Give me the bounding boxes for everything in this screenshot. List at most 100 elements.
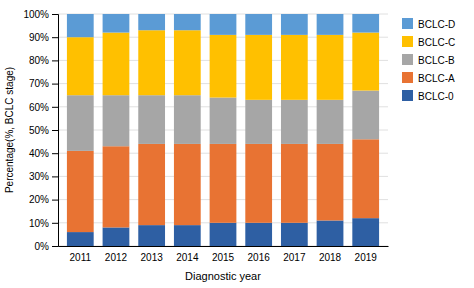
tick-mark	[52, 223, 58, 224]
series	[67, 139, 379, 232]
y-tick: 100%	[23, 9, 58, 20]
plot: 2011 2012 2013 2014 2015 2016 2017 2018 2019 0% 10…	[23, 9, 388, 263]
bar	[67, 151, 94, 232]
bar	[103, 95, 130, 146]
bar	[210, 144, 237, 223]
legend-item: BCLC-A	[402, 72, 455, 84]
bar	[281, 14, 308, 35]
bar	[352, 139, 379, 218]
x-tick: 2019	[355, 252, 378, 263]
y-tick-label: 40%	[29, 148, 49, 159]
tick-mark	[52, 176, 58, 177]
y-tick-label: 20%	[29, 194, 49, 205]
bar	[67, 232, 94, 246]
bar	[352, 218, 379, 246]
legend-label: BCLC-B	[418, 55, 455, 66]
bar	[352, 14, 379, 33]
bars	[67, 14, 379, 246]
tick-mark	[52, 37, 58, 38]
bar	[281, 35, 308, 100]
x-tick-label: 2017	[283, 252, 306, 263]
tick-mark	[52, 107, 58, 108]
x-axis-title: Diagnostic year	[185, 270, 261, 282]
x-axis: 2011 2012 2013 2014 2015 2016 2017 2018 2019	[59, 247, 389, 264]
y-tick: 80%	[29, 55, 58, 66]
legend: BCLC-D BCLC-C BCLC-B BCLC-A BCLC-0	[402, 18, 455, 102]
x-tick: 2018	[319, 252, 342, 263]
y-tick: 10%	[29, 218, 58, 229]
bar	[103, 14, 130, 33]
tick-mark	[52, 84, 58, 85]
bar	[317, 144, 344, 221]
bar	[210, 14, 237, 35]
series	[67, 14, 379, 37]
y-axis: 0% 10% 20% 30% 40% 50% 60% 70% 80% 90% 100%	[23, 9, 58, 252]
axis-line	[52, 15, 59, 247]
bar	[138, 30, 165, 95]
x-tick: 2014	[176, 252, 199, 263]
x-tick-label: 2015	[212, 252, 235, 263]
legend-swatch	[402, 54, 413, 65]
grid	[58, 14, 388, 246]
y-tick: 50%	[29, 125, 58, 136]
legend-label: BCLC-A	[418, 73, 455, 84]
bar	[174, 30, 201, 95]
x-tick-label: 2013	[141, 252, 164, 263]
tick-mark	[52, 60, 58, 61]
bar	[67, 95, 94, 151]
bar	[317, 14, 344, 35]
x-tick: 2015	[212, 252, 235, 263]
y-tick-label: 50%	[29, 125, 49, 136]
y-tick: 70%	[29, 78, 58, 89]
x-tick-label: 2011	[70, 252, 92, 263]
bar	[103, 33, 130, 96]
bar	[352, 91, 379, 140]
y-tick: 60%	[29, 102, 58, 113]
bar	[67, 37, 94, 95]
y-tick-label: 70%	[29, 78, 49, 89]
tick-mark	[52, 200, 58, 201]
bar	[317, 220, 344, 246]
x-tick-label: 2019	[355, 252, 378, 263]
bar	[174, 144, 201, 225]
bar	[138, 144, 165, 225]
y-tick: 90%	[29, 32, 58, 43]
axis-line	[59, 246, 389, 247]
x-tick-label: 2012	[105, 252, 128, 263]
bar	[245, 14, 272, 35]
y-tick: 20%	[29, 194, 58, 205]
y-tick-label: 100%	[23, 9, 49, 20]
y-tick-label: 0%	[35, 241, 50, 252]
bar	[138, 14, 165, 30]
legend-item: BCLC-C	[402, 36, 455, 48]
x-tick: 2013	[141, 252, 164, 263]
x-tick: 2016	[248, 252, 271, 263]
bar	[317, 35, 344, 100]
y-axis-title: Percentage(%, BCLC stage)	[4, 67, 15, 193]
x-tick: 2012	[105, 252, 128, 263]
bar	[174, 95, 201, 144]
bar	[174, 225, 201, 246]
legend-label: BCLC-D	[418, 19, 455, 30]
x-tick-label: 2016	[248, 252, 271, 263]
x-tick-label: 2018	[319, 252, 342, 263]
y-tick-label: 30%	[29, 171, 49, 182]
bar	[245, 144, 272, 223]
bar	[245, 100, 272, 144]
x-tick: 2011	[70, 252, 92, 263]
tick-mark	[52, 130, 58, 131]
legend-swatch	[402, 90, 413, 101]
bar	[210, 35, 237, 98]
bar	[103, 227, 130, 246]
bar	[352, 33, 379, 91]
tick-mark	[52, 153, 58, 154]
legend-item: BCLC-0	[402, 90, 454, 102]
legend-item: BCLC-D	[402, 18, 455, 30]
bar	[281, 223, 308, 246]
bar	[138, 225, 165, 246]
y-tick-label: 90%	[29, 32, 49, 43]
legend-swatch	[402, 72, 413, 83]
bar	[245, 35, 272, 100]
legend-swatch	[402, 18, 413, 29]
series	[67, 30, 379, 100]
